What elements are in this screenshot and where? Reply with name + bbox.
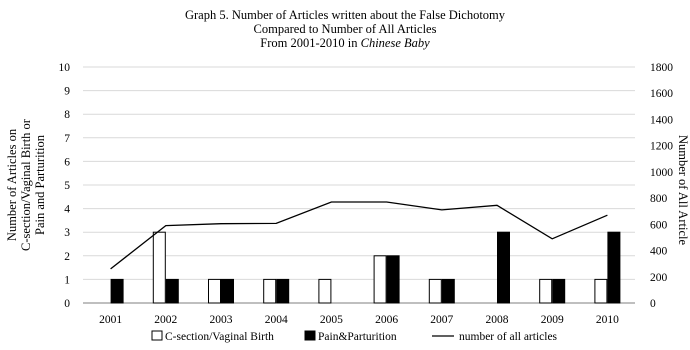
bar [594, 278, 608, 304]
left-tick-label: 3 [64, 227, 70, 239]
bar [373, 255, 387, 304]
bar [386, 255, 400, 304]
left-axis-label-line: C-section/Vaginal Birth or [19, 118, 33, 251]
left-tick-label: 8 [64, 109, 70, 121]
x-tick-label: 2007 [430, 314, 453, 326]
bar [539, 278, 553, 304]
bar [165, 278, 179, 304]
left-tick-label: 7 [64, 133, 70, 145]
chart-title-text: Graph 5. Number of Articles written abou… [185, 8, 506, 22]
x-tick-label: 2008 [486, 314, 509, 326]
right-tick-label: 1800 [650, 62, 673, 74]
bars [110, 231, 621, 304]
series-line [110, 201, 608, 270]
left-tick-label: 1 [64, 274, 70, 286]
legend-label: number of all articles [459, 331, 558, 343]
bar [263, 278, 277, 304]
bar [208, 278, 221, 304]
left-tick-label: 9 [64, 86, 70, 98]
x-tick-label: 2005 [320, 314, 343, 326]
right-tick-label: 600 [650, 219, 668, 231]
legend: C-section/Vaginal Birth Pain&Parturition n… [151, 330, 558, 343]
chart-title-line: Graph 5. Number of Articles written abou… [185, 8, 506, 22]
left-axis-ticks: 0 1 2 3 4 5 6 7 8 9 10 [59, 62, 71, 310]
x-tick-label: 2003 [210, 314, 233, 326]
bar [497, 231, 510, 304]
x-tick-label: 2009 [541, 314, 564, 326]
left-axis-label-line: Number of Articles on [5, 128, 19, 241]
chart-title-italic: Chinese Baby [361, 36, 431, 50]
x-tick-label: 2002 [154, 314, 177, 326]
left-axis-label: Number of Articles on C-section/Vaginal B… [5, 118, 47, 251]
chart-title: Graph 5. Number of Articles written abou… [185, 8, 506, 50]
left-axis-label-line: Pain and Parturition [33, 134, 47, 235]
left-tick-label: 6 [64, 156, 70, 168]
left-tick-label: 10 [59, 62, 71, 74]
total-articles-line [110, 201, 608, 270]
bar [428, 278, 442, 304]
x-tick-label: 2010 [596, 314, 619, 326]
legend-item: Pain&Parturition [304, 330, 397, 343]
right-tick-label: 0 [650, 298, 656, 310]
legend-swatch [151, 330, 163, 341]
bar [318, 278, 332, 304]
legend-swatch [304, 330, 316, 341]
right-tick-label: 1000 [650, 167, 673, 179]
legend-item: number of all articles [432, 331, 558, 343]
bar [552, 278, 566, 304]
chart-title-line: From 2001-2010 in Chinese Baby [260, 36, 430, 50]
chart-title-line: Compared to Number of All Articles [254, 22, 437, 36]
bar [607, 231, 621, 304]
chart-title-text: Compared to Number of All Articles [254, 22, 437, 36]
right-tick-label: 1400 [650, 114, 673, 126]
left-tick-label: 0 [64, 298, 70, 310]
right-tick-label: 1200 [650, 141, 673, 153]
legend-label: C-section/Vaginal Birth [165, 331, 274, 343]
right-tick-label: 800 [650, 193, 668, 205]
bar [152, 231, 166, 304]
left-tick-label: 5 [64, 180, 70, 192]
bar [221, 278, 234, 304]
left-tick-label: 2 [64, 251, 70, 263]
bar [276, 278, 290, 304]
x-axis-ticks: 2001 2002 2003 2004 2005 2006 2007 2008 2009 2010 [99, 314, 619, 326]
chart-title-text: From 2001-2010 in [260, 36, 360, 50]
right-axis-label-text: Number of All Article [676, 135, 690, 245]
x-tick-label: 2006 [375, 314, 398, 326]
x-tick-label: 2001 [99, 314, 122, 326]
bar [110, 278, 124, 304]
x-tick-label: 2004 [265, 314, 288, 326]
right-tick-label: 1600 [650, 88, 673, 100]
right-axis-label: Number of All Article [676, 135, 690, 245]
left-tick-label: 4 [64, 204, 70, 216]
right-tick-label: 200 [650, 272, 668, 284]
legend-label: Pain&Parturition [318, 331, 397, 343]
bar [441, 278, 455, 304]
right-tick-label: 400 [650, 246, 668, 258]
legend-item: C-section/Vaginal Birth [151, 330, 274, 343]
right-axis-ticks: 0 200 400 600 800 1000 1200 1400 1600 1800 [650, 62, 673, 310]
